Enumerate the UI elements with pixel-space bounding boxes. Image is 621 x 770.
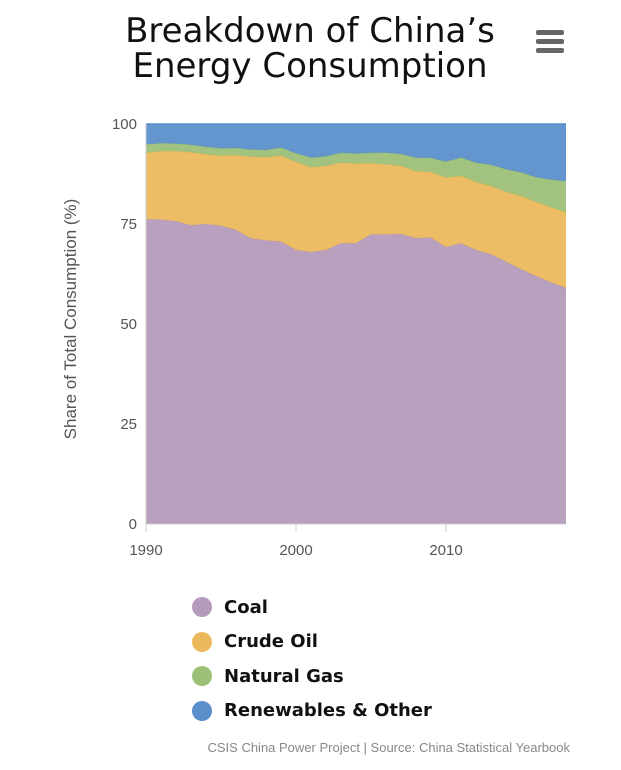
x-tick-label-2: 2010: [429, 542, 462, 559]
area-chart: 0 25 50 75 100 1990 2000 2010 Share of Total Con…: [61, 116, 567, 559]
chart-title-line-1: Breakdown of China’s: [125, 11, 495, 51]
legend-label-renewables: Renewables & Other: [224, 700, 432, 722]
legend-label-coal: Coal: [224, 596, 268, 618]
area-series-crude-oil: [146, 151, 566, 288]
legend-item-coal[interactable]: Coal: [192, 590, 432, 625]
x-tick-label-1: 2000: [279, 542, 312, 559]
chart-credits[interactable]: CSIS China Power Project | Source: China…: [207, 740, 570, 755]
legend-marker-natural-gas: [192, 666, 212, 687]
area-series-coal: [146, 219, 566, 524]
hamburger-menu-icon[interactable]: [536, 30, 566, 56]
legend-marker-crude-oil: [192, 631, 212, 652]
legend-label-natural-gas: Natural Gas: [224, 665, 344, 687]
legend-marker-coal: [192, 597, 212, 618]
y-tick-label-2: 50: [120, 316, 137, 333]
y-tick-label-1: 25: [120, 416, 137, 433]
y-tick-label-0: 0: [129, 516, 137, 533]
x-tick-label-0: 1990: [129, 542, 162, 559]
area-series-renewables-other: [146, 124, 566, 182]
legend-marker-renewables: [192, 700, 212, 721]
area-series-natural-gas: [146, 143, 566, 213]
chart-title-line-2: Energy Consumption: [132, 46, 488, 86]
chart-title: Breakdown of China’s Energy Consumption: [60, 14, 560, 84]
legend-item-renewables[interactable]: Renewables & Other: [192, 694, 432, 729]
legend-item-natural-gas[interactable]: Natural Gas: [192, 659, 432, 694]
chart-legend: Coal Crude Oil Natural Gas Renewables & …: [192, 590, 432, 728]
y-tick-label-4: 100: [112, 116, 137, 133]
y-axis-title: Share of Total Consumption (%): [61, 199, 80, 440]
legend-item-crude-oil[interactable]: Crude Oil: [192, 625, 432, 660]
y-tick-label-3: 75: [120, 216, 137, 233]
legend-label-crude-oil: Crude Oil: [224, 631, 318, 653]
